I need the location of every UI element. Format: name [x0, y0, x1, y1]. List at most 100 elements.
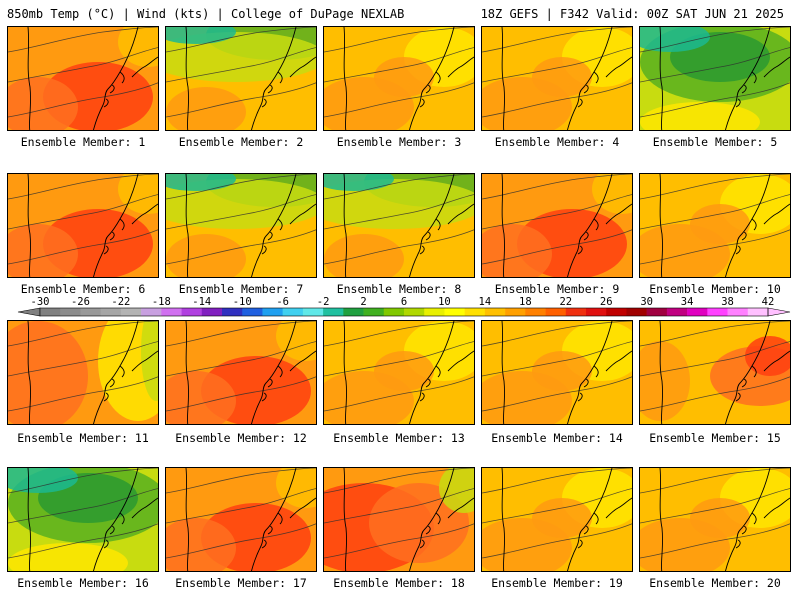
colorbar-tick-label: -26 — [71, 296, 90, 308]
colorbar-tick-label: -6 — [276, 296, 289, 308]
ensemble-member-label: Ensemble Member: 14 — [491, 431, 623, 445]
colorbar-swatch — [100, 308, 122, 316]
ensemble-member-label: Ensemble Member: 8 — [336, 282, 462, 296]
ensemble-member-label: Ensemble Member: 19 — [491, 576, 623, 590]
colorbar-tick-label: 38 — [721, 296, 734, 308]
colorbar-swatch — [60, 308, 81, 316]
colorbar-left-arrow — [17, 307, 41, 317]
colorbar-tick-label: 2 — [360, 296, 366, 308]
ensemble-member-label: Ensemble Member: 11 — [17, 431, 149, 445]
ensemble-member-8-map — [323, 173, 475, 278]
colorbar-swatch — [505, 308, 526, 316]
colorbar-swatch — [242, 308, 263, 316]
colorbar-swatch — [586, 308, 607, 316]
colorbar-swatch — [40, 308, 61, 316]
colorbar-tick-label: 6 — [401, 296, 407, 308]
colorbar-swatch — [222, 308, 243, 316]
ensemble-member-2-map — [165, 26, 317, 131]
colorbar-tick-label: -22 — [111, 296, 130, 308]
ensemble-member-label: Ensemble Member: 1 — [20, 135, 146, 149]
colorbar-swatch — [282, 308, 304, 316]
ensemble-member-9-map — [481, 173, 633, 278]
colorbar-swatch — [80, 308, 101, 316]
ensemble-member-label: Ensemble Member: 5 — [652, 135, 778, 149]
colorbar-swatch — [363, 308, 385, 316]
colorbar-tick-label: 22 — [559, 296, 572, 308]
colorbar-swatch — [262, 308, 283, 316]
colorbar-swatch — [343, 308, 364, 316]
ensemble-member-label: Ensemble Member: 6 — [20, 282, 146, 296]
colorbar-swatch — [666, 308, 688, 316]
ensemble-member-label: Ensemble Member: 9 — [494, 282, 620, 296]
ensemble-member-label: Ensemble Member: 20 — [649, 576, 781, 590]
colorbar-swatch — [545, 308, 567, 316]
ensemble-member-5-map — [639, 26, 791, 131]
colorbar-tick-label: -10 — [233, 296, 252, 308]
colorbar-swatch — [383, 308, 405, 316]
colorbar-tick-label: 18 — [519, 296, 532, 308]
colorbar-swatch — [484, 308, 506, 316]
run-valid-time: 18Z GEFS | F342 Valid: 00Z SAT JUN 21 20… — [480, 7, 784, 21]
colorbar-swatch — [404, 308, 425, 316]
ensemble-member-4-map — [481, 26, 633, 131]
colorbar-swatch — [120, 308, 142, 316]
colorbar-swatch — [424, 308, 445, 316]
colorbar-tick-label: 26 — [600, 296, 613, 308]
colorbar-swatch — [302, 308, 324, 316]
ensemble-member-label: Ensemble Member: 18 — [333, 576, 465, 590]
ensemble-member-19-map — [481, 467, 633, 572]
colorbar-swatch — [727, 308, 749, 316]
ensemble-member-label: Ensemble Member: 10 — [649, 282, 781, 296]
colorbar-tick-label: 30 — [640, 296, 653, 308]
ensemble-member-label: Ensemble Member: 15 — [649, 431, 781, 445]
colorbar-tick-label: -14 — [192, 296, 211, 308]
colorbar-tick-label: 34 — [681, 296, 694, 308]
ensemble-member-14-map — [481, 320, 633, 425]
ensemble-member-10-map — [639, 173, 791, 278]
ensemble-member-label: Ensemble Member: 2 — [178, 135, 304, 149]
colorbar-swatch — [687, 308, 708, 316]
ensemble-member-3-map — [323, 26, 475, 131]
colorbar-swatch — [606, 308, 627, 316]
ensemble-member-label: Ensemble Member: 12 — [175, 431, 307, 445]
ensemble-member-7-map — [165, 173, 317, 278]
colorbar-swatch — [201, 308, 223, 316]
colorbar-tick-label: -18 — [152, 296, 171, 308]
colorbar-swatch — [323, 308, 344, 316]
colorbar-swatch — [646, 308, 668, 316]
colorbar-swatch — [141, 308, 162, 316]
map-title: 850mb Temp (°C) | Wind (kts) | College o… — [7, 7, 405, 21]
colorbar-swatch — [181, 308, 203, 316]
ensemble-member-1-map — [7, 26, 159, 131]
colorbar-tick-label: -2 — [317, 296, 330, 308]
ensemble-member-12-map — [165, 320, 317, 425]
colorbar-tick-label: 14 — [479, 296, 492, 308]
ensemble-member-11-map — [7, 320, 159, 425]
colorbar-swatch — [161, 308, 182, 316]
colorbar-tick-label: 42 — [762, 296, 775, 308]
colorbar-swatch — [626, 308, 647, 316]
colorbar-swatch — [525, 308, 546, 316]
ensemble-member-15-map — [639, 320, 791, 425]
colorbar-swatch — [444, 308, 465, 316]
ensemble-member-17-map — [165, 467, 317, 572]
ensemble-member-label: Ensemble Member: 7 — [178, 282, 304, 296]
ensemble-member-6-map — [7, 173, 159, 278]
temperature-colorbar: -30 -26 -22 -18 -14 -10 -6 -2 2 6 10 14 18 22 26 30 34 38… — [17, 296, 791, 317]
colorbar-right-arrow — [767, 307, 791, 317]
colorbar-swatch — [565, 308, 587, 316]
ensemble-member-13-map — [323, 320, 475, 425]
ensemble-member-label: Ensemble Member: 16 — [17, 576, 149, 590]
ensemble-member-label: Ensemble Member: 3 — [336, 135, 462, 149]
ensemble-member-label: Ensemble Member: 4 — [494, 135, 620, 149]
ensemble-member-20-map — [639, 467, 791, 572]
colorbar-swatch — [464, 308, 486, 316]
colorbar-swatch — [747, 308, 769, 316]
colorbar-tick-label: -30 — [31, 296, 50, 308]
ensemble-member-label: Ensemble Member: 13 — [333, 431, 465, 445]
ensemble-member-label: Ensemble Member: 17 — [175, 576, 307, 590]
ensemble-member-16-map — [7, 467, 159, 572]
ensemble-member-18-map — [323, 467, 475, 572]
colorbar-tick-label: 10 — [438, 296, 451, 308]
colorbar-swatch — [707, 308, 728, 316]
